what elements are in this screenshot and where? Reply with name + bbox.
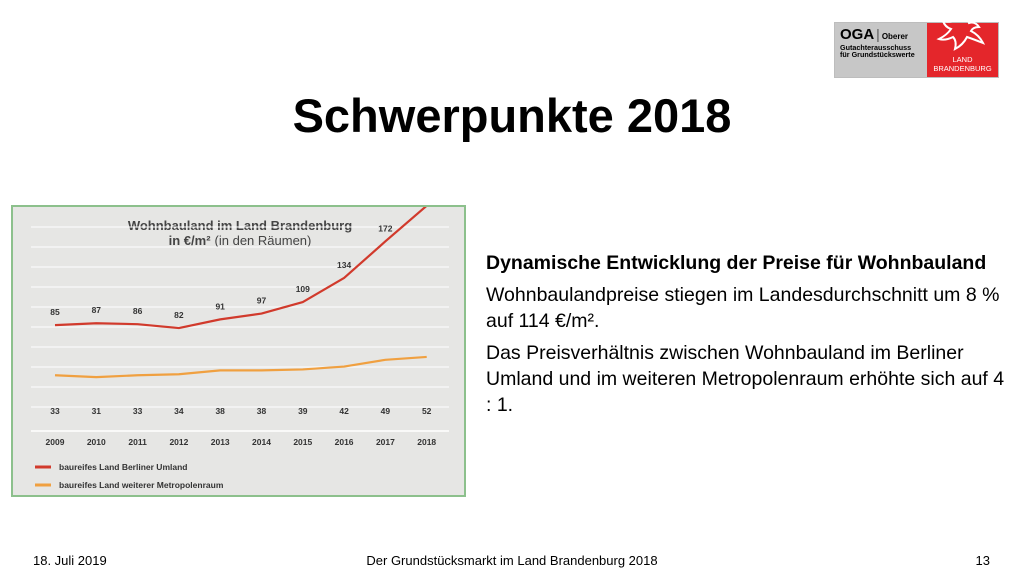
x-tick-label: 2013 bbox=[211, 437, 230, 447]
logo-line3: für Grundstückswerte bbox=[840, 50, 915, 60]
chart-legend: baureifes Land Berliner Umland baureifes… bbox=[35, 462, 224, 490]
chart-subtitle: in €/m² (in den Räumen) bbox=[169, 233, 312, 248]
chart-data-labels: 8587868291971091341722093331333438383942… bbox=[50, 223, 432, 416]
x-tick-label: 2017 bbox=[376, 437, 395, 447]
footer-title: Der Grundstücksmarkt im Land Brandenburg… bbox=[366, 553, 658, 568]
data-label-metro: 33 bbox=[50, 406, 60, 416]
data-label-metro: 31 bbox=[92, 406, 102, 416]
price-line-chart: Wohnbauland im Land Brandenburg in €/m²(… bbox=[31, 207, 449, 490]
data-label-umland: 86 bbox=[133, 306, 143, 316]
data-label-umland: 85 bbox=[50, 307, 60, 317]
oga-logo-text: OGA | Oberer Gutachterausschuss für Grunds… bbox=[835, 23, 927, 77]
slide-title: Schwerpunkte 2018 bbox=[292, 89, 732, 142]
data-label-umland: 134 bbox=[337, 260, 351, 270]
series-line-metro bbox=[54, 355, 427, 379]
data-label-umland: 87 bbox=[92, 305, 102, 315]
logo-oberer-label: Oberer bbox=[881, 32, 909, 41]
logo-line2: Gutachterausschuss bbox=[840, 42, 912, 52]
x-tick-label: 2011 bbox=[128, 437, 147, 447]
x-tick-label: 2012 bbox=[169, 437, 188, 447]
data-label-metro: 33 bbox=[133, 406, 143, 416]
data-label-umland: 109 bbox=[296, 284, 310, 294]
x-tick-label: 2015 bbox=[293, 437, 312, 447]
eagle-icon bbox=[936, 12, 986, 51]
x-tick-label: 2016 bbox=[335, 437, 354, 447]
chart-subtitle-unit: in €/m² bbox=[169, 233, 212, 248]
logo-land-label: LAND bbox=[952, 55, 973, 64]
footer-date: 18. Juli 2019 bbox=[33, 553, 107, 568]
body-paragraph-1: Wohnbaulandpreise stiegen im Landesdurch… bbox=[486, 284, 1000, 332]
legend-label-metro: baureifes Land weiterer Metropolenraum bbox=[59, 480, 224, 490]
brandenburg-logo: LAND BRANDENBURG bbox=[927, 12, 998, 77]
chart-title: Wohnbauland im Land Brandenburg bbox=[128, 218, 352, 233]
chart-x-axis: 2009 2010 2011 2012 2013 2014 2015 2016 2017 2018 bbox=[46, 437, 437, 447]
data-label-metro: 38 bbox=[257, 406, 267, 416]
data-label-metro: 49 bbox=[381, 406, 391, 416]
data-label-metro: 42 bbox=[339, 406, 349, 416]
x-tick-label: 2018 bbox=[417, 437, 436, 447]
data-label-metro: 38 bbox=[215, 406, 225, 416]
legend-label-umland: baureifes Land Berliner Umland bbox=[59, 462, 187, 472]
chart-series bbox=[54, 207, 427, 379]
oga-logo: OGA | Oberer Gutachterausschuss für Grunds… bbox=[834, 12, 999, 78]
x-tick-label: 2010 bbox=[87, 437, 106, 447]
logo-brandenburg-label: BRANDENBURG bbox=[933, 64, 992, 73]
data-label-metro: 52 bbox=[422, 406, 432, 416]
slide-body: Dynamische Entwicklung der Preise für Wo… bbox=[486, 250, 1011, 424]
body-heading: Dynamische Entwicklung der Preise für Wo… bbox=[486, 252, 987, 274]
logo-oga-label: OGA bbox=[840, 26, 875, 43]
data-label-umland: 91 bbox=[215, 301, 225, 311]
series-line-umland bbox=[54, 207, 427, 330]
chart-subtitle-note: (in den Räumen) bbox=[215, 233, 312, 248]
chart-panel: Wohnbauland im Land Brandenburg in €/m²(… bbox=[11, 205, 466, 497]
x-tick-label: 2009 bbox=[46, 437, 65, 447]
data-label-umland: 97 bbox=[257, 296, 267, 306]
x-tick-label: 2014 bbox=[252, 437, 271, 447]
data-label-metro: 34 bbox=[174, 406, 184, 416]
data-label-metro: 39 bbox=[298, 406, 308, 416]
data-label-umland: 82 bbox=[174, 310, 184, 320]
data-label-umland: 172 bbox=[378, 223, 392, 233]
chart-grid bbox=[31, 226, 449, 432]
body-paragraph-2: Das Preisverhältnis zwischen Wohnbauland… bbox=[486, 342, 1005, 416]
footer-page-number: 13 bbox=[975, 553, 990, 568]
